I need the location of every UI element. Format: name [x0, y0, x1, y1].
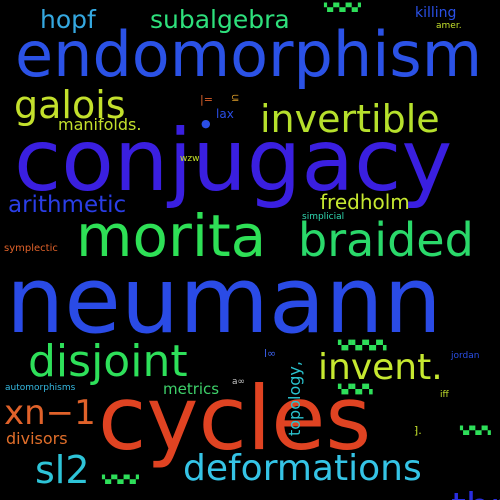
word-linf: l∞	[264, 347, 277, 360]
word-automorphisms: automorphisms	[5, 383, 76, 393]
word-dot: ●	[201, 117, 211, 130]
word-xn1: xn−1	[4, 393, 96, 433]
word-arithmetic: arithmetic	[8, 192, 127, 218]
word-killing: killing	[415, 5, 457, 21]
word-subalgebra: subalgebra	[150, 5, 290, 34]
word-symplectic: symplectic	[4, 243, 58, 254]
word-sl2: sl2	[35, 448, 90, 492]
glyph-cluster: ▚▞▚▞▚	[460, 426, 491, 435]
word-simplicial: simplicial	[302, 212, 345, 222]
word-topology: topology,	[285, 361, 304, 436]
word-conjugacy: conjugacy	[14, 111, 453, 211]
word-gromov-witten: gromov-witten	[328, 259, 401, 270]
word-invertible: invertible	[260, 97, 440, 141]
glyph-cluster: ▚▞▚▞▚▞▚	[338, 341, 387, 351]
word-hopf: hopf	[40, 5, 96, 34]
word-neumann: neumann	[6, 247, 442, 354]
word-disjoint: disjoint	[28, 336, 188, 387]
word-braided: braided	[298, 213, 474, 267]
word-fredholm: fredholm	[320, 190, 410, 214]
word-galois: galois	[14, 83, 126, 127]
word-thm: thm.	[451, 488, 500, 500]
word-q: ⁆.	[414, 424, 422, 437]
word-invent: invent.	[318, 347, 443, 388]
word-deformations: deformations	[183, 448, 422, 489]
word-subset: ⊆	[231, 93, 240, 104]
glyph-cluster: ▚▞▚▞▚	[338, 385, 373, 395]
word-manifolds: manifolds.	[58, 115, 142, 134]
word-lax: lax	[216, 107, 234, 121]
word-jordan: jordan	[451, 351, 480, 361]
word-ainf: a∞	[232, 377, 246, 387]
word-amer: amer.	[436, 21, 462, 31]
word-endomorphism: endomorphism	[15, 18, 483, 91]
glyph-cluster: ▚▞▚▞▚▞	[324, 3, 361, 12]
word-wzw: wzw	[180, 154, 200, 164]
word-iff: iff	[440, 390, 449, 400]
word-divisors: divisors	[6, 429, 68, 448]
glyph-cluster: ▚▞▚▞▚▞	[102, 475, 139, 484]
word-metrics: metrics	[163, 380, 220, 398]
word-cycles: cycles	[98, 367, 372, 470]
word-morita: morita	[76, 202, 267, 270]
word-leq: |=	[200, 93, 213, 106]
